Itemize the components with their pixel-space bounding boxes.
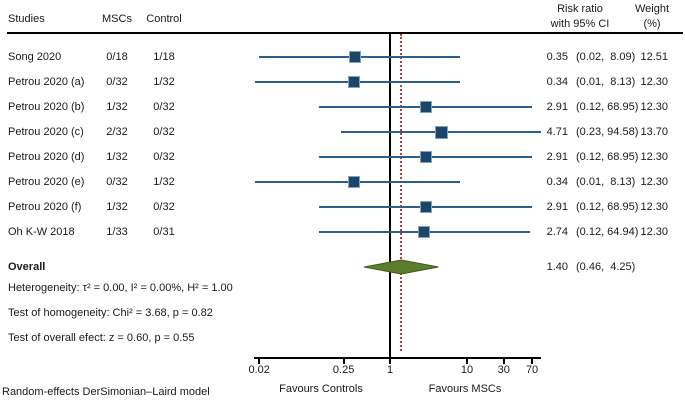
overall-risk-ratio-value: 1.40 xyxy=(546,261,568,273)
study-label: Petrou 2020 (b) xyxy=(8,101,85,113)
axis-tick-mark xyxy=(502,358,505,364)
study-label: Petrou 2020 (f) xyxy=(8,201,82,213)
study-label: Petrou 2020 (c) xyxy=(8,126,84,138)
column-header-risk-ratio-line1: Risk ratio xyxy=(557,3,603,15)
mscs-count: 2/32 xyxy=(106,126,128,138)
effect-square-marker xyxy=(435,126,448,139)
axis-tick-mark xyxy=(342,358,345,364)
confidence-interval: (0.12, 68.95) xyxy=(576,101,639,113)
null-effect-reference-line xyxy=(389,33,391,358)
effect-square-marker xyxy=(349,51,361,63)
confidence-interval: (0.02, 8.09) xyxy=(576,51,636,63)
forest-row: Petrou 2020 (f) 1/32 0/32 2.91 (0.12, 68… xyxy=(0,195,685,219)
column-header-weight-line1: Weight xyxy=(634,3,670,15)
forest-row: Petrou 2020 (e) 0/32 1/32 0.34 (0.01, 8.… xyxy=(0,170,685,194)
model-footer-note: Random-effects DerSimonian–Laird model xyxy=(2,386,210,398)
control-count: 1/32 xyxy=(153,76,175,88)
confidence-interval: (0.23, 94.58) xyxy=(576,126,639,138)
overall-estimate-reference-line xyxy=(400,34,403,351)
column-header-control: Control xyxy=(146,13,182,25)
mscs-count: 1/33 xyxy=(106,226,128,238)
risk-ratio-value: 0.34 xyxy=(546,176,568,188)
risk-ratio-value: 2.91 xyxy=(546,101,568,113)
study-label: Petrou 2020 (d) xyxy=(8,151,85,163)
control-count: 0/31 xyxy=(153,226,175,238)
axis-tick-label: 10 xyxy=(460,364,474,376)
study-label: Song 2020 xyxy=(8,51,62,63)
overall-confidence-interval: (0.46, 4.25) xyxy=(576,261,636,273)
control-count: 0/32 xyxy=(153,126,175,138)
overall-effect-test-stats: Test of overall efect: z = 0.60, p = 0.5… xyxy=(8,332,195,344)
forest-row: Petrou 2020 (b) 1/32 0/32 2.91 (0.12, 68… xyxy=(0,95,685,119)
weight-value: 12.30 xyxy=(640,226,668,238)
risk-ratio-value: 0.34 xyxy=(546,76,568,88)
weight-value: 12.30 xyxy=(640,201,668,213)
favours-left-label: Favours Controls xyxy=(279,383,363,395)
axis-tick-label: 1 xyxy=(386,364,394,376)
risk-ratio-value: 4.71 xyxy=(546,126,568,138)
forest-row: Petrou 2020 (c) 2/32 0/32 4.71 (0.23, 94… xyxy=(0,120,685,144)
axis-tick-mark xyxy=(531,358,534,364)
column-header-mscs: MSCs xyxy=(102,13,132,25)
axis-tick-label: 0.25 xyxy=(332,364,355,376)
study-label: Petrou 2020 (e) xyxy=(8,176,85,188)
forest-row: Song 2020 0/18 1/18 0.35 (0.02, 8.09) 12… xyxy=(0,45,685,69)
weight-value: 12.30 xyxy=(640,101,668,113)
effect-square-marker xyxy=(420,101,432,113)
favours-right-label: Favours MSCs xyxy=(428,383,502,395)
control-count: 0/32 xyxy=(153,101,175,113)
axis-tick-mark xyxy=(389,358,391,364)
risk-ratio-value: 2.91 xyxy=(546,151,568,163)
column-header-weight-line2: (%) xyxy=(643,18,661,30)
control-count: 1/18 xyxy=(153,51,175,63)
weight-value: 12.30 xyxy=(640,151,668,163)
axis-tick-mark xyxy=(258,358,261,364)
mscs-count: 1/32 xyxy=(106,201,128,213)
overall-label: Overall xyxy=(8,261,46,273)
mscs-count: 0/18 xyxy=(106,51,128,63)
forest-row: Petrou 2020 (a) 0/32 1/32 0.34 (0.01, 8.… xyxy=(0,70,685,94)
column-header-risk-ratio-line2: with 95% CI xyxy=(550,18,610,30)
risk-ratio-value: 0.35 xyxy=(546,51,568,63)
risk-ratio-value: 2.91 xyxy=(546,201,568,213)
confidence-interval: (0.01, 8.13) xyxy=(576,176,636,188)
mscs-count: 1/32 xyxy=(106,101,128,113)
risk-ratio-value: 2.74 xyxy=(546,226,568,238)
weight-value: 12.30 xyxy=(640,176,668,188)
effect-square-marker xyxy=(418,226,430,238)
control-count: 0/32 xyxy=(153,151,175,163)
control-count: 1/32 xyxy=(153,176,175,188)
axis-tick-mark xyxy=(466,358,468,364)
control-count: 0/32 xyxy=(153,201,175,213)
weight-value: 12.51 xyxy=(640,51,668,63)
axis-tick-label: 30 xyxy=(497,364,510,376)
weight-value: 13.70 xyxy=(640,126,668,138)
confidence-interval: (0.12, 68.95) xyxy=(576,151,639,163)
forest-row: Petrou 2020 (d) 1/32 0/32 2.91 (0.12, 68… xyxy=(0,145,685,169)
confidence-interval: (0.01, 8.13) xyxy=(576,76,636,88)
column-header-studies: Studies xyxy=(8,13,45,25)
axis-tick-label: 70 xyxy=(525,364,539,376)
homogeneity-test-stats: Test of homogeneity: Chi² = 3.68, p = 0.… xyxy=(8,307,213,319)
mscs-count: 0/32 xyxy=(106,176,128,188)
confidence-interval: (0.12, 64.94) xyxy=(576,226,639,238)
confidence-interval: (0.12, 68.95) xyxy=(576,201,639,213)
study-label: Petrou 2020 (a) xyxy=(8,76,85,88)
x-axis-line xyxy=(254,357,541,359)
effect-square-marker xyxy=(420,151,432,163)
weight-value: 12.30 xyxy=(640,76,668,88)
forest-row: Oh K-W 2018 1/33 0/31 2.74 (0.12, 64.94)… xyxy=(0,220,685,244)
effect-square-marker xyxy=(348,76,360,88)
overall-row: Overall 1.40 (0.46, 4.25) xyxy=(0,255,685,279)
study-label: Oh K-W 2018 xyxy=(8,226,75,238)
effect-square-marker xyxy=(420,201,432,213)
header-divider-line xyxy=(7,32,683,34)
effect-square-marker xyxy=(348,176,360,188)
mscs-count: 1/32 xyxy=(106,151,128,163)
mscs-count: 0/32 xyxy=(106,76,128,88)
axis-tick-label: 0.02 xyxy=(248,364,270,376)
heterogeneity-stats: Heterogeneity: τ² = 0.00, I² = 0.00%, H²… xyxy=(8,282,233,294)
